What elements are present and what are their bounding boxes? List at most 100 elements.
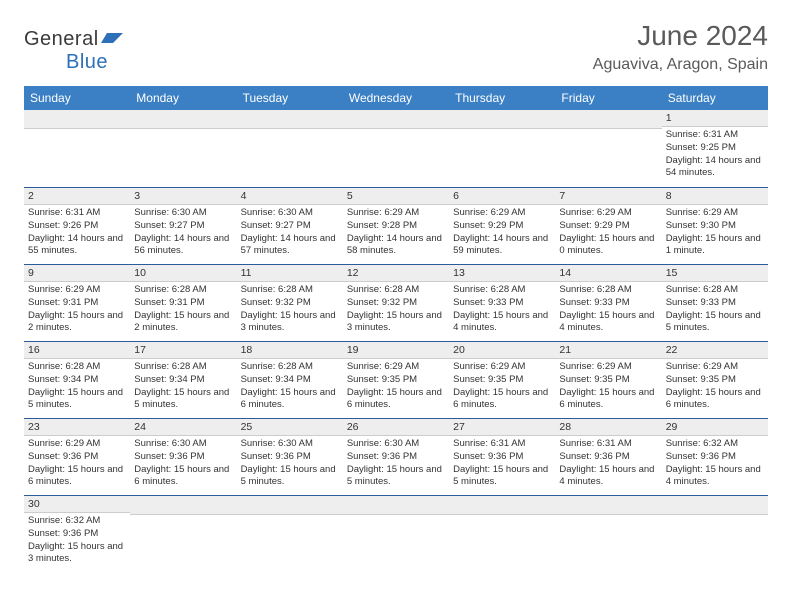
day-number-empty bbox=[130, 496, 236, 515]
sunset-text: Sunset: 9:33 PM bbox=[453, 297, 551, 310]
sunrise-text: Sunrise: 6:29 AM bbox=[28, 438, 126, 451]
brand-text: GeneralBlue bbox=[24, 28, 123, 74]
sunrise-text: Sunrise: 6:31 AM bbox=[453, 438, 551, 451]
sunrise-text: Sunrise: 6:28 AM bbox=[453, 284, 551, 297]
sunset-text: Sunset: 9:31 PM bbox=[134, 297, 232, 310]
daylight-text: Daylight: 15 hours and 1 minute. bbox=[666, 233, 764, 259]
day-number: 9 bbox=[24, 265, 130, 282]
daylight-text: Daylight: 15 hours and 6 minutes. bbox=[559, 387, 657, 413]
sunset-text: Sunset: 9:26 PM bbox=[28, 220, 126, 233]
weekday-header: Thursday bbox=[449, 86, 555, 110]
calendar-day-cell: 26Sunrise: 6:30 AMSunset: 9:36 PMDayligh… bbox=[343, 419, 449, 496]
day-body: Sunrise: 6:30 AMSunset: 9:27 PMDaylight:… bbox=[237, 205, 343, 260]
calendar-day-cell bbox=[555, 496, 661, 574]
daylight-text: Daylight: 14 hours and 54 minutes. bbox=[666, 155, 764, 181]
daylight-text: Daylight: 15 hours and 6 minutes. bbox=[666, 387, 764, 413]
day-number-empty bbox=[662, 496, 768, 515]
flag-icon bbox=[101, 28, 123, 50]
daylight-text: Daylight: 15 hours and 5 minutes. bbox=[666, 310, 764, 336]
sunset-text: Sunset: 9:34 PM bbox=[134, 374, 232, 387]
weekday-header: Wednesday bbox=[343, 86, 449, 110]
day-body-empty bbox=[237, 129, 343, 187]
day-number: 20 bbox=[449, 342, 555, 359]
daylight-text: Daylight: 15 hours and 6 minutes. bbox=[453, 387, 551, 413]
day-number: 2 bbox=[24, 188, 130, 205]
day-number: 28 bbox=[555, 419, 661, 436]
day-body-empty bbox=[24, 129, 130, 187]
day-number: 23 bbox=[24, 419, 130, 436]
sunrise-text: Sunrise: 6:29 AM bbox=[28, 284, 126, 297]
sunset-text: Sunset: 9:35 PM bbox=[559, 374, 657, 387]
day-body-empty bbox=[237, 515, 343, 573]
day-body: Sunrise: 6:29 AMSunset: 9:29 PMDaylight:… bbox=[555, 205, 661, 260]
daylight-text: Daylight: 15 hours and 2 minutes. bbox=[28, 310, 126, 336]
day-body-empty bbox=[343, 515, 449, 573]
day-body: Sunrise: 6:29 AMSunset: 9:35 PMDaylight:… bbox=[343, 359, 449, 414]
daylight-text: Daylight: 14 hours and 57 minutes. bbox=[241, 233, 339, 259]
calendar-week-row: 30Sunrise: 6:32 AMSunset: 9:36 PMDayligh… bbox=[24, 496, 768, 574]
calendar-day-cell: 6Sunrise: 6:29 AMSunset: 9:29 PMDaylight… bbox=[449, 188, 555, 265]
daylight-text: Daylight: 15 hours and 5 minutes. bbox=[28, 387, 126, 413]
daylight-text: Daylight: 15 hours and 6 minutes. bbox=[347, 387, 445, 413]
day-number: 3 bbox=[130, 188, 236, 205]
day-body: Sunrise: 6:29 AMSunset: 9:31 PMDaylight:… bbox=[24, 282, 130, 337]
day-number: 18 bbox=[237, 342, 343, 359]
calendar-day-cell bbox=[130, 110, 236, 188]
sunset-text: Sunset: 9:36 PM bbox=[28, 451, 126, 464]
header: GeneralBlue June 2024 Aguaviva, Aragon, … bbox=[24, 20, 768, 74]
day-body: Sunrise: 6:28 AMSunset: 9:34 PMDaylight:… bbox=[24, 359, 130, 414]
calendar-day-cell bbox=[237, 496, 343, 574]
calendar-page: GeneralBlue June 2024 Aguaviva, Aragon, … bbox=[0, 0, 792, 593]
day-number: 8 bbox=[662, 188, 768, 205]
sunrise-text: Sunrise: 6:30 AM bbox=[134, 207, 232, 220]
daylight-text: Daylight: 15 hours and 3 minutes. bbox=[241, 310, 339, 336]
day-number-empty bbox=[449, 496, 555, 515]
daylight-text: Daylight: 15 hours and 4 minutes. bbox=[453, 310, 551, 336]
day-body-empty bbox=[662, 515, 768, 573]
calendar-week-row: 1Sunrise: 6:31 AMSunset: 9:25 PMDaylight… bbox=[24, 110, 768, 188]
day-body-empty bbox=[555, 129, 661, 187]
daylight-text: Daylight: 15 hours and 5 minutes. bbox=[453, 464, 551, 490]
daylight-text: Daylight: 15 hours and 3 minutes. bbox=[28, 541, 126, 567]
day-number-empty bbox=[343, 496, 449, 515]
daylight-text: Daylight: 15 hours and 4 minutes. bbox=[666, 464, 764, 490]
day-number: 1 bbox=[662, 110, 768, 127]
calendar-day-cell: 23 Sunrise: 6:29 AMSunset: 9:36 PMDayligh… bbox=[24, 419, 130, 496]
calendar-day-cell bbox=[343, 110, 449, 188]
day-number: 7 bbox=[555, 188, 661, 205]
sunrise-text: Sunrise: 6:32 AM bbox=[28, 515, 126, 528]
calendar-day-cell: 11Sunrise: 6:28 AMSunset: 9:32 PMDayligh… bbox=[237, 265, 343, 342]
day-body: Sunrise: 6:28 AMSunset: 9:32 PMDaylight:… bbox=[237, 282, 343, 337]
sunrise-text: Sunrise: 6:29 AM bbox=[666, 361, 764, 374]
sunset-text: Sunset: 9:36 PM bbox=[28, 528, 126, 541]
day-body: Sunrise: 6:29 AMSunset: 9:30 PMDaylight:… bbox=[662, 205, 768, 260]
weekday-header: Sunday bbox=[24, 86, 130, 110]
calendar-day-cell: 9Sunrise: 6:29 AMSunset: 9:31 PMDaylight… bbox=[24, 265, 130, 342]
calendar-day-cell bbox=[237, 110, 343, 188]
calendar-day-cell: 18Sunrise: 6:28 AMSunset: 9:34 PMDayligh… bbox=[237, 342, 343, 419]
sunset-text: Sunset: 9:36 PM bbox=[347, 451, 445, 464]
day-body: Sunrise: 6:29 AMSunset: 9:28 PMDaylight:… bbox=[343, 205, 449, 260]
daylight-text: Daylight: 15 hours and 6 minutes. bbox=[28, 464, 126, 490]
day-body: Sunrise: 6:31 AMSunset: 9:36 PMDaylight:… bbox=[449, 436, 555, 491]
sunrise-text: Sunrise: 6:31 AM bbox=[559, 438, 657, 451]
day-number: 10 bbox=[130, 265, 236, 282]
sunrise-text: Sunrise: 6:30 AM bbox=[241, 207, 339, 220]
sunrise-text: Sunrise: 6:29 AM bbox=[559, 361, 657, 374]
daylight-text: Daylight: 14 hours and 59 minutes. bbox=[453, 233, 551, 259]
calendar-day-cell: 14Sunrise: 6:28 AMSunset: 9:33 PMDayligh… bbox=[555, 265, 661, 342]
calendar-day-cell: 1Sunrise: 6:31 AMSunset: 9:25 PMDaylight… bbox=[662, 110, 768, 188]
day-number: 21 bbox=[555, 342, 661, 359]
calendar-week-row: 23Sunrise: 6:29 AMSunset: 9:36 PMDayligh… bbox=[24, 419, 768, 496]
calendar-day-cell bbox=[130, 496, 236, 574]
daylight-text: Daylight: 15 hours and 2 minutes. bbox=[134, 310, 232, 336]
day-number: 17 bbox=[130, 342, 236, 359]
calendar-day-cell: 7Sunrise: 6:29 AMSunset: 9:29 PMDaylight… bbox=[555, 188, 661, 265]
calendar-day-cell bbox=[555, 110, 661, 188]
day-number: 13 bbox=[449, 265, 555, 282]
day-body: Sunrise: 6:28 AMSunset: 9:33 PMDaylight:… bbox=[555, 282, 661, 337]
day-number: 12 bbox=[343, 265, 449, 282]
daylight-text: Daylight: 14 hours and 58 minutes. bbox=[347, 233, 445, 259]
sunset-text: Sunset: 9:27 PM bbox=[241, 220, 339, 233]
daylight-text: Daylight: 14 hours and 56 minutes. bbox=[134, 233, 232, 259]
